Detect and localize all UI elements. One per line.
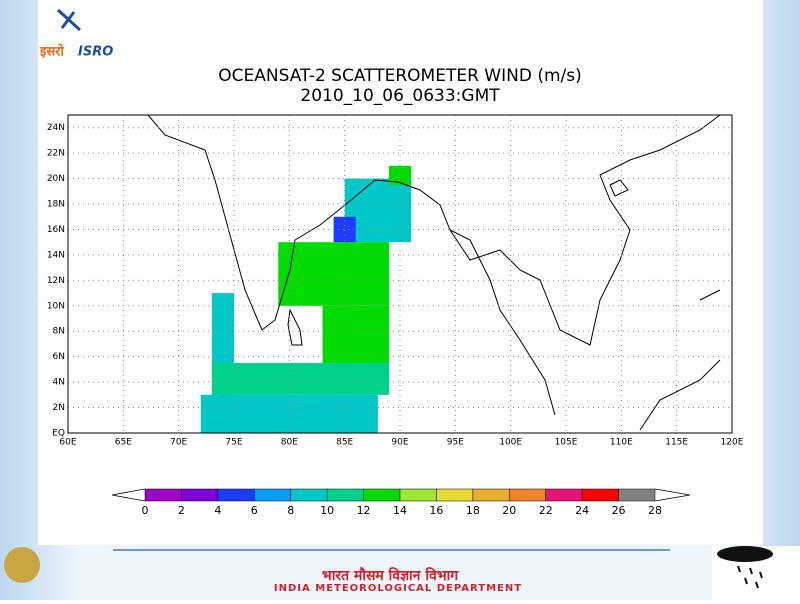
- wind-swath: [333, 216, 356, 243]
- colorbar-label: 18: [466, 504, 480, 517]
- colorbar-label: 24: [575, 504, 589, 517]
- colorbar: 0 2 4 6 8 10 12 14 16 18 20 22 24 26 28: [111, 488, 691, 517]
- x-tick-label: 95E: [447, 438, 464, 448]
- logo-english: ISRO: [78, 45, 113, 60]
- colorbar-label: 26: [612, 504, 626, 517]
- colorbar-bin: [399, 488, 437, 502]
- logo-mark: [56, 8, 82, 32]
- colorbar-bin: [363, 488, 401, 502]
- colorbar-bin: [290, 488, 328, 502]
- cloud: [717, 546, 773, 562]
- y-tick-label: 2N: [53, 403, 65, 413]
- colorbar-label: 14: [393, 504, 407, 517]
- map: EQ 2N 4N 6N 8N 10N 12N 14N 16N 18N 20N 22N 24N 60E 65E…: [47, 114, 744, 448]
- map-frame: [67, 114, 733, 434]
- colorbar-label: 22: [539, 504, 553, 517]
- colorbar-bin: [144, 488, 182, 502]
- y-tick-label: 20N: [47, 174, 65, 184]
- rain: [737, 565, 763, 589]
- x-tick-label: 110E: [610, 438, 633, 448]
- colorbar-bin: [217, 488, 255, 502]
- y-tick-label: 18N: [47, 200, 65, 210]
- colorbar-bin: [181, 488, 219, 502]
- x-tick-label: 60E: [59, 438, 76, 448]
- y-tick-label: 10N: [47, 301, 65, 311]
- colorbar-bin: [581, 488, 619, 502]
- colorbar-bin: [472, 488, 510, 502]
- y-tick-label: 6N: [53, 352, 65, 362]
- colorbar-bin: [545, 488, 583, 502]
- colorbar-label: 4: [214, 504, 221, 517]
- y-tick-label: 12N: [47, 276, 65, 286]
- y-tick-label: 14N: [47, 250, 65, 260]
- imd-emblem: [4, 547, 40, 583]
- y-tick-label: 8N: [53, 327, 65, 337]
- wind-swath: [322, 305, 389, 364]
- colorbar-label: 10: [320, 504, 334, 517]
- colorbar-label: 16: [429, 504, 443, 517]
- colorbar-bin: [618, 488, 656, 502]
- colorbar-bin: [436, 488, 474, 502]
- x-tick-label: 75E: [225, 438, 242, 448]
- footer-english: INDIA METEOROLOGICAL DEPARTMENT: [274, 583, 522, 594]
- y-tick-label: 24N: [47, 123, 65, 133]
- x-tick-label: 115E: [665, 438, 688, 448]
- colorbar-label: 0: [142, 504, 149, 517]
- wind-swath: [211, 363, 389, 395]
- y-tick-label: 22N: [47, 149, 65, 159]
- wind-swath: [200, 394, 378, 433]
- y-tick-label: 4N: [53, 378, 65, 388]
- footer-hindi: भारत मौसम विज्ञान विभाग: [322, 567, 459, 584]
- x-tick-label: 105E: [555, 438, 578, 448]
- y-tick-label: 16N: [47, 225, 65, 235]
- colorbar-label: 20: [502, 504, 516, 517]
- x-tick-label: 85E: [336, 438, 353, 448]
- x-tick-label: 120E: [721, 438, 744, 448]
- x-tick-label: 80E: [281, 438, 298, 448]
- colorbar-label: 28: [648, 504, 662, 517]
- x-tick-label: 90E: [391, 438, 408, 448]
- logo-hindi: इसरो: [39, 44, 64, 60]
- wind-swath: [278, 242, 389, 306]
- colorbar-bin: [326, 488, 364, 502]
- colorbar-bin: [254, 488, 291, 502]
- rain-icon: [712, 546, 800, 600]
- x-tick-label: 100E: [499, 438, 522, 448]
- isro-logo: इसरो ISRO: [39, 8, 113, 60]
- colorbar-label: 12: [357, 504, 371, 517]
- colorbar-bin: [509, 488, 546, 502]
- panel: [38, 0, 763, 545]
- colorbar-arrow: [111, 488, 691, 502]
- x-tick-label: 70E: [170, 438, 187, 448]
- chart-subtitle: 2010_10_06_0633:GMT: [300, 86, 500, 106]
- x-tick-label: 65E: [115, 438, 132, 448]
- colorbar-label: 2: [178, 504, 185, 517]
- chart-title: OCEANSAT-2 SCATTEROMETER WIND (m/s): [218, 66, 582, 86]
- y-tick-label: EQ: [52, 429, 65, 439]
- colorbar-label: 6: [251, 504, 258, 517]
- colorbar-label: 8: [287, 504, 294, 517]
